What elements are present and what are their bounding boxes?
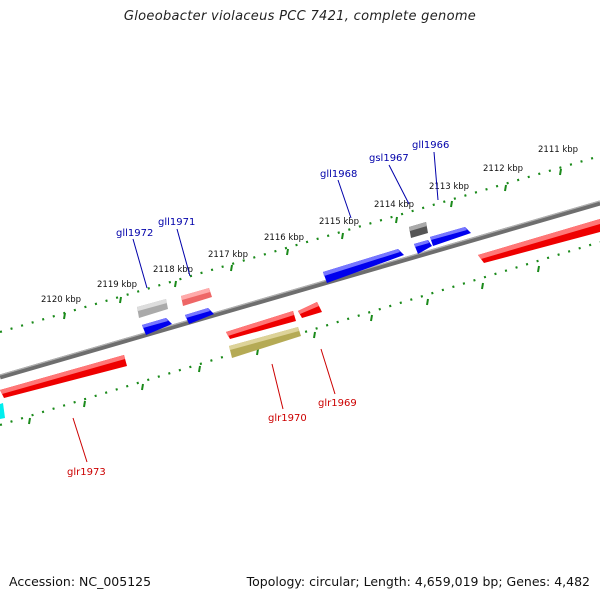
tick-label-2118: 2118 kbp xyxy=(153,265,193,275)
gene-feature-pseudo-grey xyxy=(137,299,168,318)
outer-major-ticks xyxy=(63,168,562,320)
tick-label-2120: 2120 kbp xyxy=(41,295,81,305)
gene-label-gll1971[interactable]: gll1971 xyxy=(158,217,195,228)
gene-feature-gll1971 xyxy=(185,308,214,324)
gene-label-glr1973[interactable]: glr1973 xyxy=(67,467,106,478)
leader-lines-forward xyxy=(132,151,439,289)
gene-feature-cyan xyxy=(0,403,5,419)
tick-label-2116: 2116 kbp xyxy=(264,233,304,243)
tick-label-2112: 2112 kbp xyxy=(483,164,523,174)
gene-label-glr1970[interactable]: glr1970 xyxy=(268,413,307,424)
gene-feature-right-red xyxy=(478,219,600,263)
inner-major-ticks xyxy=(28,265,540,425)
tick-label-2115: 2115 kbp xyxy=(319,217,359,227)
gene-label-gsl1967[interactable]: gsl1967 xyxy=(369,153,409,164)
gene-label-gll1968[interactable]: gll1968 xyxy=(320,169,357,180)
leader-lines-reverse xyxy=(72,348,336,463)
map-title: Gloeobacter violaceus PCC 7421, complete… xyxy=(123,9,477,24)
genome-backbone xyxy=(0,200,600,380)
genome-summary-text: Topology: circular; Length: 4,659,019 bp… xyxy=(246,574,590,589)
gene-label-gll1966[interactable]: gll1966 xyxy=(412,140,449,151)
tick-label-2113: 2113 kbp xyxy=(429,182,469,192)
gene-feature-glr1973 xyxy=(0,355,127,398)
gene-feature-pseudo-pink xyxy=(181,288,212,306)
gene-feature-small-blue xyxy=(414,240,432,254)
gene-label-glr1969[interactable]: glr1969 xyxy=(318,398,357,409)
gene-feature-gll1966 xyxy=(430,227,471,246)
tick-label-2119: 2119 kbp xyxy=(97,280,137,290)
outer-scale-ring xyxy=(0,154,600,334)
gene-feature-gll1968 xyxy=(323,249,404,283)
gene-feature-gll1972 xyxy=(142,318,172,335)
gene-feature-gsl1967 xyxy=(409,222,428,238)
tick-label-2114: 2114 kbp xyxy=(374,200,414,210)
gene-feature-glr1969 xyxy=(298,302,322,318)
gene-feature-olive xyxy=(229,327,301,358)
gene-labels: gll1966 gsl1967 gll1968 gll1971 gll1972 … xyxy=(67,140,449,478)
gene-label-gll1972[interactable]: gll1972 xyxy=(116,228,153,239)
tick-label-2117: 2117 kbp xyxy=(208,250,248,260)
gene-feature-glr1970 xyxy=(226,311,296,339)
tick-labels: 2111 kbp 2112 kbp 2113 kbp 2114 kbp 2115… xyxy=(41,145,578,305)
accession-text: Accession: NC_005125 xyxy=(9,574,152,589)
tick-label-2111: 2111 kbp xyxy=(538,145,578,155)
